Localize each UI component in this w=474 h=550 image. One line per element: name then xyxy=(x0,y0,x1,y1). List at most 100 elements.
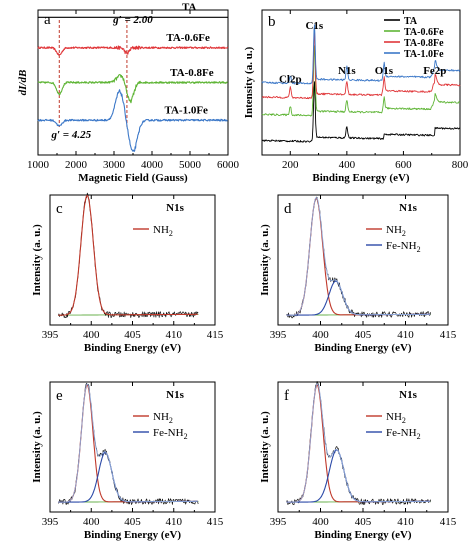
legend-label: NH2 xyxy=(153,224,173,238)
legend-label-sub: 2 xyxy=(169,416,173,425)
legend-label-sub: 2 xyxy=(417,432,421,441)
legend-label-main: Fe-NH xyxy=(386,240,417,252)
axes-frame xyxy=(49,194,216,326)
legend-label: TA-0.8Fe xyxy=(404,38,444,49)
legend-label-sub: 2 xyxy=(402,416,406,425)
panel-label: f xyxy=(284,388,289,404)
legend-label: Fe-NH2 xyxy=(386,427,421,441)
series-label: TA-1.0Fe xyxy=(164,105,208,117)
component-line-nh2 xyxy=(58,384,198,503)
x-tick-label: 800 xyxy=(452,159,469,171)
series-line-ta-0.8fe xyxy=(261,31,461,100)
x-axis-label: Binding Energy (eV) xyxy=(84,342,182,354)
x-tick-label: 405 xyxy=(124,516,141,528)
x-tick-label: 395 xyxy=(42,516,59,528)
x-axis-label: Binding Energy (eV) xyxy=(312,172,410,184)
legend-label-main: Fe-NH xyxy=(386,427,417,439)
x-tick-label: 410 xyxy=(397,516,414,528)
x-tick-label: 415 xyxy=(207,516,224,528)
legend-label-main: NH xyxy=(386,411,402,423)
panel-title: N1s xyxy=(166,389,184,401)
panel-label: c xyxy=(56,201,63,217)
series-line-ta-1.0fe xyxy=(261,24,461,85)
y-axis-label: dI/dB xyxy=(17,70,29,96)
series-line-ta xyxy=(261,81,461,143)
series-label: TA xyxy=(182,2,197,14)
peak-label: N1s xyxy=(338,65,356,77)
panel-title: N1s xyxy=(399,202,417,214)
legend-label: NH2 xyxy=(386,224,406,238)
component-line-nh2 xyxy=(286,197,431,316)
legend-label: NH2 xyxy=(153,411,173,425)
x-tick-label: 395 xyxy=(42,329,59,341)
g-factor-label: g′ = 4.25 xyxy=(50,129,91,141)
x-tick-label: 4000 xyxy=(141,159,164,171)
legend-label-sub: 2 xyxy=(169,229,173,238)
legend-label: TA-0.6Fe xyxy=(404,27,444,38)
x-axis-label: Binding Energy (eV) xyxy=(314,529,412,541)
legend-label-main: Fe-NH xyxy=(153,427,184,439)
peak-label: C1s xyxy=(305,20,323,32)
x-tick-label: 415 xyxy=(207,329,224,341)
legend-label-main: NH xyxy=(153,224,169,236)
legend-label-sub: 2 xyxy=(184,432,188,441)
x-tick-label: 6000 xyxy=(217,159,240,171)
legend-label: TA xyxy=(404,16,418,27)
raw-data-line xyxy=(58,382,199,505)
x-tick-label: 410 xyxy=(166,329,183,341)
panel-label: e xyxy=(56,388,63,404)
x-axis-label: Binding Energy (eV) xyxy=(314,342,412,354)
legend-label-sub: 2 xyxy=(402,229,406,238)
component-line-fe-nh2 xyxy=(286,449,431,503)
series-line-ta-0.8fe xyxy=(37,74,228,104)
series-line-ta-0.6fe xyxy=(261,45,460,117)
x-tick-label: 2000 xyxy=(65,159,88,171)
y-axis-label: Intensity (a. u.) xyxy=(31,224,43,296)
series-label: TA-0.8Fe xyxy=(170,67,214,79)
x-axis-label: Magnetic Field (Gauss) xyxy=(78,172,188,184)
x-tick-label: 400 xyxy=(83,329,100,341)
legend-label: Fe-NH2 xyxy=(386,240,421,254)
y-axis-label: Intensity (a. u.) xyxy=(259,224,271,296)
x-tick-label: 415 xyxy=(440,329,457,341)
x-tick-label: 405 xyxy=(355,516,372,528)
peak-label: Fe2p xyxy=(423,65,446,77)
envelope-line xyxy=(286,197,431,316)
x-tick-label: 395 xyxy=(270,329,287,341)
panel-label: b xyxy=(268,14,276,30)
x-tick-label: 410 xyxy=(166,516,183,528)
panel-b: 200 400 600 800 Binding Energy (eV) Intensity… xyxy=(243,9,469,184)
legend-label: Fe-NH2 xyxy=(153,427,188,441)
legend-label: TA-1.0Fe xyxy=(404,49,444,60)
component-line-fe-nh2 xyxy=(286,280,431,316)
series-line-ta-1.0fe xyxy=(37,89,228,152)
axes-frame xyxy=(277,194,449,326)
x-tick-label: 400 xyxy=(312,516,329,528)
x-tick-label: 200 xyxy=(282,159,299,171)
y-axis-label: Intensity (a. u.) xyxy=(31,411,43,483)
series-line-ta-0.6fe xyxy=(37,45,229,56)
series-label: TA-0.6Fe xyxy=(166,32,210,44)
panel-d: 395 400 405 410 415 Binding Energy (eV) Intens… xyxy=(259,194,457,354)
x-tick-label: 600 xyxy=(395,159,412,171)
panel-e: 395 400 405 410 415 Binding Energy (eV) Intens… xyxy=(31,381,224,541)
panel-a: 1000 2000 3000 4000 5000 6000 Magnetic Field (… xyxy=(17,2,240,184)
y-axis-label: Intensity (a. u.) xyxy=(259,411,271,483)
panel-c: 395 400 405 410 415 Binding Energy (eV) Intens… xyxy=(31,192,224,354)
panel-title: N1s xyxy=(166,202,184,214)
x-tick-label: 1000 xyxy=(27,159,50,171)
x-tick-label: 410 xyxy=(397,329,414,341)
component-line-nh2 xyxy=(58,194,198,316)
x-tick-label: 5000 xyxy=(179,159,202,171)
panel-f: 395 400 405 410 415 Binding Energy (eV) Intens… xyxy=(259,380,457,541)
legend-label: NH2 xyxy=(386,411,406,425)
legend-label-main: NH xyxy=(386,224,402,236)
x-tick-label: 400 xyxy=(339,159,356,171)
x-axis-label: Binding Energy (eV) xyxy=(84,529,182,541)
legend-label-sub: 2 xyxy=(417,245,421,254)
x-tick-label: 3000 xyxy=(103,159,126,171)
x-tick-label: 400 xyxy=(312,329,329,341)
x-tick-label: 415 xyxy=(440,516,457,528)
x-tick-label: 400 xyxy=(83,516,100,528)
